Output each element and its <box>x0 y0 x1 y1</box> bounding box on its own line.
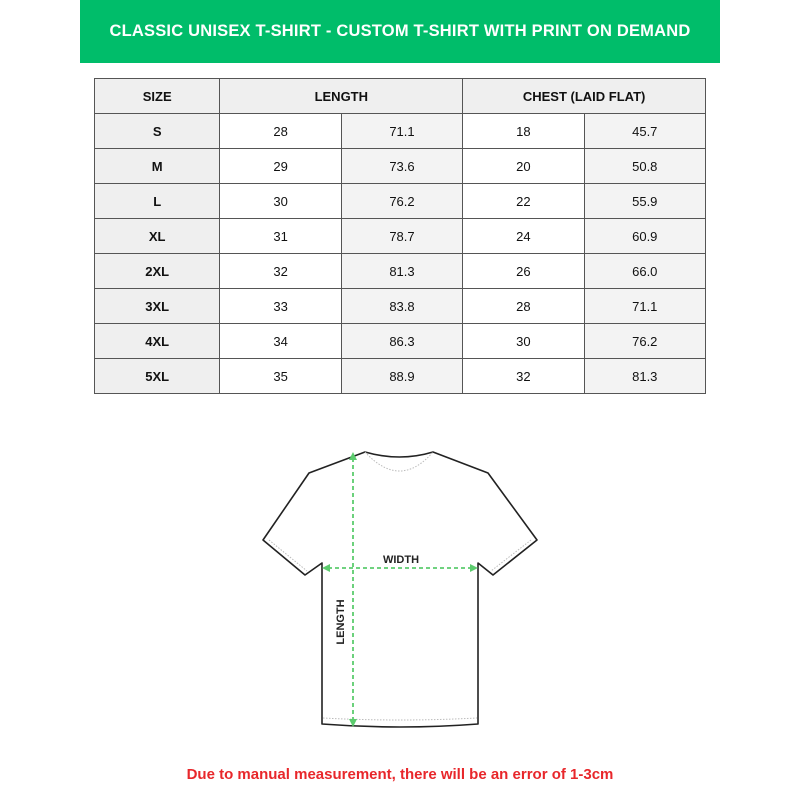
cell-chest-cm: 55.9 <box>583 183 707 219</box>
table-header-row: SIZE LENGTH CHEST (LAID FLAT) <box>93 78 706 114</box>
cell-length-in: 28 <box>219 113 342 149</box>
table-row: S 28 71.1 18 45.7 <box>93 113 707 149</box>
cell-chest-cm: 66.0 <box>583 253 707 289</box>
length-label: LENGTH <box>335 599 347 644</box>
table-row: 5XL 35 88.9 32 81.3 <box>93 358 707 394</box>
cell-length-cm: 73.6 <box>340 148 464 184</box>
cell-size: 3XL <box>93 288 221 324</box>
cell-size: 4XL <box>93 323 221 359</box>
arrow-head-right <box>470 564 478 572</box>
arrow-head-bottom <box>349 719 357 727</box>
page-title: CLASSIC UNISEX T-SHIRT - CUSTOM T-SHIRT … <box>80 0 720 63</box>
cell-length-in: 32 <box>219 253 342 289</box>
cell-length-cm: 78.7 <box>340 218 464 254</box>
cell-length-in: 30 <box>219 183 342 219</box>
cell-length-cm: 83.8 <box>340 288 464 324</box>
arrow-head-left <box>322 564 330 572</box>
cell-chest-cm: 60.9 <box>583 218 707 254</box>
cell-chest-in: 28 <box>462 288 585 324</box>
measurement-disclaimer: Due to manual measurement, there will be… <box>186 766 614 783</box>
cell-length-cm: 76.2 <box>340 183 464 219</box>
size-chart-table: SIZE LENGTH CHEST (LAID FLAT) S 28 71.1 18 4… <box>93 78 707 394</box>
table-row: M 29 73.6 20 50.8 <box>93 148 707 184</box>
cell-chest-in: 26 <box>462 253 585 289</box>
cell-length-cm: 88.9 <box>340 358 464 394</box>
cell-length-cm: 81.3 <box>340 253 464 289</box>
cell-chest-cm: 76.2 <box>583 323 707 359</box>
table-row: 3XL 33 83.8 28 71.1 <box>93 288 707 324</box>
cell-length-cm: 71.1 <box>340 113 464 149</box>
cell-chest-cm: 71.1 <box>583 288 707 324</box>
cell-chest-in: 22 <box>462 183 585 219</box>
cell-chest-cm: 50.8 <box>583 148 707 184</box>
header-size: SIZE <box>93 78 221 114</box>
cell-size: M <box>93 148 221 184</box>
cell-length-cm: 86.3 <box>340 323 464 359</box>
cell-size: S <box>93 113 221 149</box>
table-row: 4XL 34 86.3 30 76.2 <box>93 323 707 359</box>
arrow-head-top <box>349 452 357 460</box>
cell-length-in: 29 <box>219 148 342 184</box>
table-row: L 30 76.2 22 55.9 <box>93 183 707 219</box>
header-chest: CHEST (LAID FLAT) <box>462 78 706 114</box>
cell-length-in: 34 <box>219 323 342 359</box>
cell-chest-cm: 81.3 <box>583 358 707 394</box>
cell-chest-in: 32 <box>462 358 585 394</box>
cell-chest-in: 20 <box>462 148 585 184</box>
width-label: WIDTH <box>383 554 419 566</box>
cell-size: 5XL <box>93 358 221 394</box>
table-row: 2XL 32 81.3 26 66.0 <box>93 253 707 289</box>
cell-length-in: 35 <box>219 358 342 394</box>
tshirt-outline <box>262 451 538 728</box>
cell-chest-in: 18 <box>462 113 585 149</box>
cell-chest-in: 30 <box>462 323 585 359</box>
cell-size: L <box>93 183 221 219</box>
